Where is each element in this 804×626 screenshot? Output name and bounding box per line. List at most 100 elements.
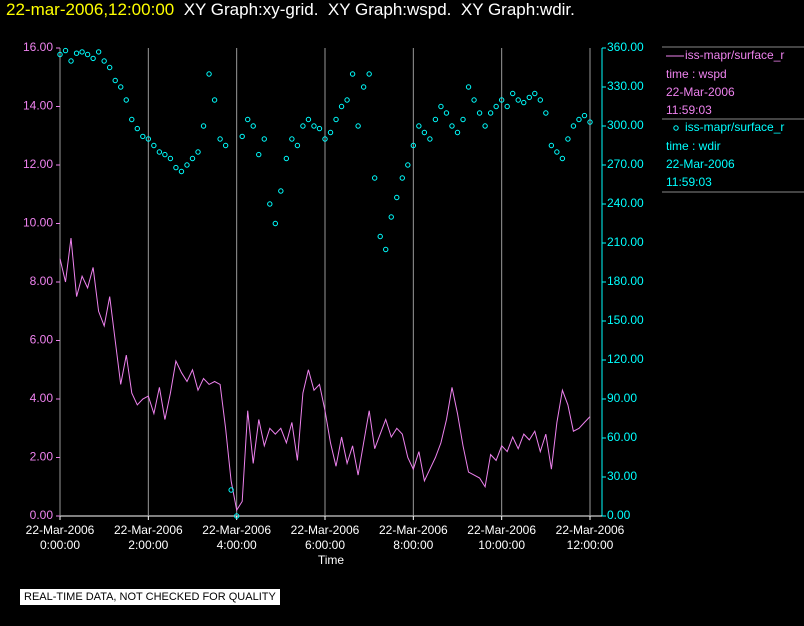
wdir-point <box>68 58 74 64</box>
legend-line: time : wspd <box>666 67 727 81</box>
wdir-point <box>283 155 290 162</box>
legend-symbol <box>673 125 679 131</box>
wdir-point <box>167 155 174 162</box>
wdir-point <box>443 110 450 116</box>
y2-tick-label: 120.00 <box>607 352 644 366</box>
wdir-point <box>272 220 279 227</box>
legend-line: 11:59:03 <box>666 103 712 117</box>
wdir-point <box>90 55 96 62</box>
wdir-point <box>438 103 444 110</box>
wdir-point <box>366 71 372 77</box>
x-tick-label: 22-Mar-2006 2:00:00 <box>113 523 183 552</box>
wdir-point <box>228 487 234 493</box>
wdir-point <box>482 123 488 129</box>
wdir-point <box>543 110 549 116</box>
wdir-point <box>471 97 477 103</box>
y-tick-label: 4.00 <box>30 391 54 405</box>
wdir-point <box>570 123 577 129</box>
x-tick-label: 22-Mar-2006 8:00:00 <box>378 523 448 552</box>
y-tick-label: 16.00 <box>23 40 53 54</box>
legend-line: 22-Mar-2006 <box>666 157 735 171</box>
footer: REAL-TIME DATA, NOT CHECKED FOR QUALITY <box>20 589 280 605</box>
wdir-point <box>554 149 560 155</box>
x-tick-label: 22-Mar-2006 10:00:00 <box>467 523 536 552</box>
wdir-point <box>206 71 212 77</box>
wdir-point <box>416 123 422 129</box>
wdir-point <box>515 97 521 103</box>
y2-tick-label: 0.00 <box>607 508 631 522</box>
wdir-point <box>432 116 439 123</box>
y2-tick-label: 30.00 <box>607 469 637 483</box>
y2-tick-label: 90.00 <box>607 391 637 405</box>
wdir-point <box>250 123 256 129</box>
wdir-point <box>129 116 135 123</box>
wdir-point <box>349 71 356 77</box>
wdir-point <box>195 149 201 155</box>
y-tick-label: 12.00 <box>23 157 53 171</box>
wdir-point <box>371 175 378 181</box>
wdir-point <box>267 201 273 207</box>
y-tick-label: 6.00 <box>30 333 54 347</box>
wdir-point <box>427 136 433 142</box>
x-axis-label: Time <box>318 553 345 567</box>
wdir-point <box>222 142 229 149</box>
wdir-point <box>57 51 63 58</box>
x-tick-label: 22-Mar-2006 12:00:00 <box>555 523 625 552</box>
wdir-point <box>184 162 190 168</box>
wdir-point <box>245 116 251 123</box>
wdir-point <box>344 97 350 103</box>
wspd-line <box>59 238 591 512</box>
wdir-point <box>476 110 483 116</box>
wdir-point <box>559 155 566 162</box>
wdir-point <box>587 119 593 125</box>
wdir-point <box>333 116 339 123</box>
wdir-point <box>338 103 345 110</box>
wdir-point <box>548 142 555 149</box>
wdir-point <box>95 49 102 55</box>
wdir-point <box>405 162 411 168</box>
wdir-point <box>581 112 588 119</box>
wdir-point <box>156 149 163 155</box>
wdir-point <box>305 116 312 123</box>
y2-tick-label: 210.00 <box>607 235 644 249</box>
wdir-point <box>399 175 405 181</box>
y2-tick-label: 360.00 <box>607 40 644 54</box>
wdir-point <box>140 133 146 140</box>
y2-tick-label: 330.00 <box>607 79 644 93</box>
wdir-point <box>123 97 129 103</box>
wdir-point <box>151 142 157 149</box>
wdir-point <box>565 136 571 142</box>
wdir-point <box>316 125 323 132</box>
legend-line: 11:59:03 <box>666 175 712 189</box>
wdir-point <box>256 151 262 158</box>
wdir-point <box>178 168 185 175</box>
wdir-point <box>504 103 510 110</box>
wdir-point <box>289 136 295 142</box>
wdir-point <box>101 58 107 64</box>
wdir-point <box>106 64 113 71</box>
wdir-point <box>327 129 334 136</box>
legend-line: time : wdir <box>666 139 721 153</box>
y-tick-label: 2.00 <box>30 450 54 464</box>
wdir-point <box>576 116 582 123</box>
wdir-point <box>112 77 118 84</box>
wdir-point <box>62 47 69 54</box>
wdir-point <box>200 123 207 129</box>
y2-tick-label: 270.00 <box>607 157 644 171</box>
wdir-point <box>233 513 240 519</box>
title-text: XY Graph:xy-grid. XY Graph:wspd. XY Grap… <box>183 0 575 19</box>
y-tick-label: 14.00 <box>23 99 53 113</box>
wdir-point <box>189 155 196 162</box>
wdir-point <box>360 84 367 90</box>
wdir-point <box>487 110 494 116</box>
wdir-point <box>510 90 516 97</box>
wdir-point <box>537 97 544 103</box>
wdir-point <box>526 94 532 101</box>
wdir-point <box>465 84 472 90</box>
wdir-point <box>454 129 461 136</box>
wdir-point <box>162 151 168 158</box>
wdir-point <box>377 233 383 240</box>
wdir-point <box>394 194 400 201</box>
